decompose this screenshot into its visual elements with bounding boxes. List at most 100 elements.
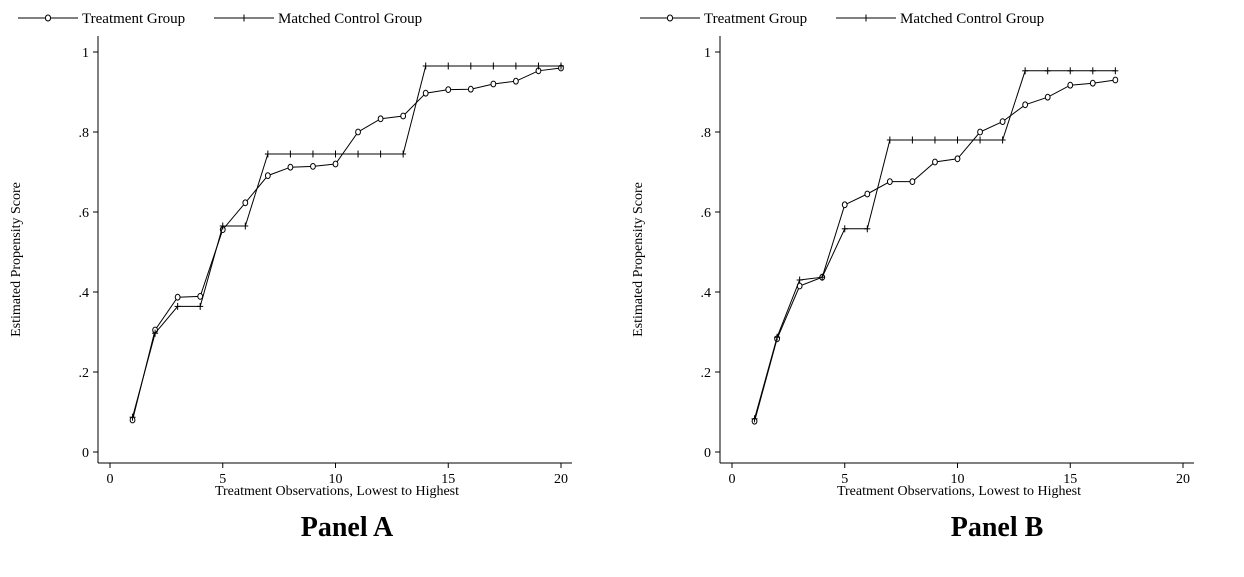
x-tick-label: 0 xyxy=(729,472,736,487)
treatment-point xyxy=(445,86,452,93)
treatment-point xyxy=(422,89,429,97)
control-point xyxy=(400,150,407,158)
y-tick-label: .4 xyxy=(701,286,712,301)
y-tick-label: .6 xyxy=(79,206,90,221)
y-tick-label: 0 xyxy=(82,446,89,461)
legend: Treatment Group Matched Control Group xyxy=(640,11,1044,27)
control-point xyxy=(287,150,294,158)
treatment-point xyxy=(400,112,407,120)
control-point xyxy=(242,222,249,230)
x-tick-label: 0 xyxy=(107,472,114,487)
control-point xyxy=(1067,67,1074,75)
y-tick-label: .8 xyxy=(79,126,90,141)
y-tick-label: 1 xyxy=(82,46,89,61)
control-point xyxy=(864,225,871,233)
x-tick-label: 5 xyxy=(841,472,848,487)
x-tick-label: 10 xyxy=(951,472,965,487)
y-axis-title: Estimated Propensity Score xyxy=(631,182,646,337)
control-point xyxy=(535,62,542,70)
legend-marker-circle xyxy=(44,14,52,22)
treatment-point xyxy=(841,201,848,209)
control-point xyxy=(1044,67,1051,75)
treatment-point xyxy=(1022,101,1029,109)
y-tick-label: .6 xyxy=(701,206,712,221)
treatment-point xyxy=(355,128,361,136)
control-series-line xyxy=(132,65,561,418)
y-tick-label: .2 xyxy=(79,366,90,381)
control-point xyxy=(977,136,984,144)
treatment-point xyxy=(242,199,249,207)
treatment-point xyxy=(174,293,181,301)
control-point xyxy=(1089,67,1096,75)
treatment-point xyxy=(513,77,519,85)
treatment-point xyxy=(864,190,871,198)
y-axis-title: Estimated Propensity Score xyxy=(9,182,24,337)
treatment-point xyxy=(1112,76,1119,84)
control-point xyxy=(152,329,159,337)
treatment-point xyxy=(909,178,916,186)
treatment-point xyxy=(310,163,316,170)
control-point xyxy=(841,225,848,233)
legend-label-control: Matched Control Group xyxy=(900,11,1044,27)
legend: Treatment Group Matched Control Group xyxy=(18,11,422,27)
treatment-point xyxy=(490,80,497,88)
y-tick-label: 1 xyxy=(704,46,711,61)
panel-a-caption: Panel A xyxy=(300,512,394,543)
x-tick-label: 15 xyxy=(441,472,455,487)
treatment-series-line xyxy=(754,79,1116,422)
legend-label-treatment: Treatment Group xyxy=(704,11,807,27)
control-point xyxy=(774,333,781,341)
control-point xyxy=(197,302,204,310)
control-point xyxy=(332,150,339,158)
treatment-point xyxy=(932,158,938,166)
legend-label-treatment: Treatment Group xyxy=(82,11,185,27)
treatment-point xyxy=(467,85,474,93)
control-point xyxy=(1022,67,1029,75)
control-point xyxy=(1112,67,1119,75)
y-tick-label: .8 xyxy=(701,126,712,141)
control-point xyxy=(751,415,758,423)
legend-marker-circle xyxy=(666,14,674,22)
treatment-series-line xyxy=(132,67,562,421)
x-tick-label: 20 xyxy=(1176,472,1190,487)
y-tick-label: .4 xyxy=(79,286,90,301)
control-point xyxy=(931,136,938,144)
treatment-point xyxy=(264,172,271,180)
legend-label-control: Matched Control Group xyxy=(278,11,422,27)
x-axis-title: Treatment Observations, Lowest to Highes… xyxy=(837,484,1081,499)
treatment-point xyxy=(287,163,294,171)
treatment-point xyxy=(1044,93,1051,101)
control-point xyxy=(954,136,961,144)
treatment-point xyxy=(954,155,961,163)
y-tick-label: .2 xyxy=(701,366,712,381)
panel-b-chart: Treatment Group Matched Control Group 0 .2.… xyxy=(631,11,1194,499)
treatment-point xyxy=(377,115,384,123)
control-point xyxy=(174,302,181,310)
treatment-point xyxy=(977,128,983,136)
control-point xyxy=(512,62,519,70)
x-tick-label: 20 xyxy=(554,472,568,487)
control-point xyxy=(422,62,429,70)
treatment-point xyxy=(999,118,1006,125)
control-point xyxy=(796,276,803,284)
control-point xyxy=(445,62,452,70)
control-point xyxy=(558,62,564,70)
treatment-point xyxy=(1067,81,1074,89)
x-tick-label: 10 xyxy=(329,472,343,487)
panel-a-chart: Treatment Group Matched Control Group 0 .2.… xyxy=(9,11,572,499)
treatment-point xyxy=(197,293,204,300)
control-series-line xyxy=(754,70,1116,419)
control-point xyxy=(264,150,271,158)
control-point xyxy=(467,62,474,70)
control-point xyxy=(219,222,226,230)
control-point xyxy=(909,136,916,144)
control-point xyxy=(377,150,384,158)
x-axis-title: Treatment Observations, Lowest to Highes… xyxy=(215,484,459,499)
control-point xyxy=(819,273,826,281)
control-point xyxy=(886,136,893,144)
panel-b-caption: Panel B xyxy=(950,512,1044,543)
treatment-point xyxy=(1089,79,1096,87)
control-point xyxy=(309,150,316,158)
control-point xyxy=(490,62,497,70)
control-point xyxy=(129,413,136,421)
